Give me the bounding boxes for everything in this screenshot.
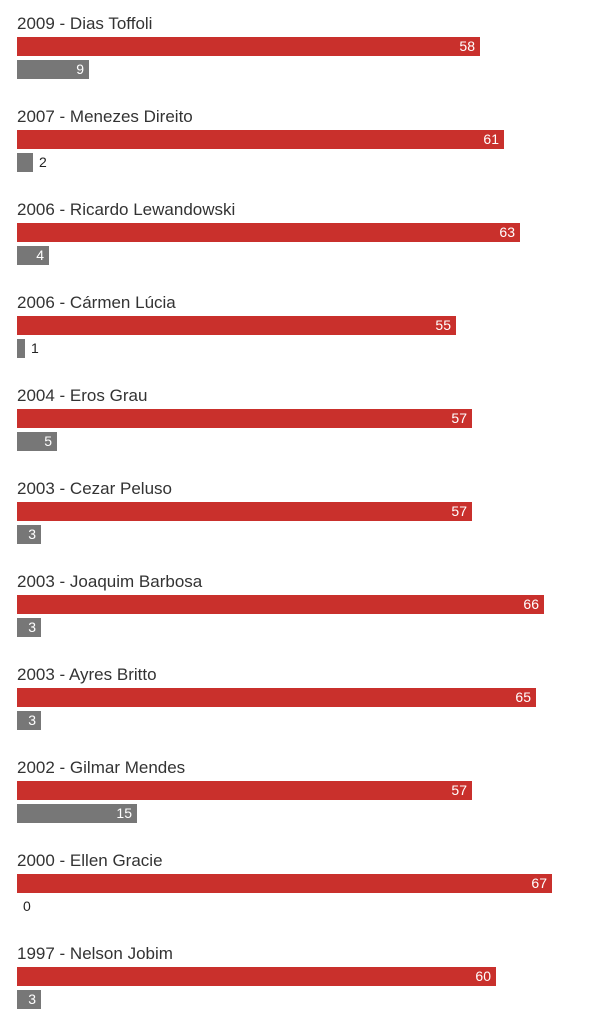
bar-series-1: 66 [17, 595, 544, 614]
category-label: 2004 - Eros Grau [17, 386, 148, 405]
bar-series-2: 1 [17, 339, 39, 358]
data-label: 3 [28, 991, 36, 1007]
bar-series-1: 57 [17, 502, 472, 521]
data-label: 65 [515, 689, 531, 705]
bar-group: 2000 - Ellen Gracie 67 0 [17, 851, 577, 921]
data-label: 2 [39, 154, 47, 170]
data-label: 5 [44, 433, 52, 449]
bar-series-2: 2 [17, 153, 47, 172]
data-label: 60 [475, 968, 491, 984]
bar-group: 2006 - Ricardo Lewandowski 63 4 [17, 200, 577, 270]
data-label: 55 [435, 317, 451, 333]
data-label: 57 [451, 410, 467, 426]
category-label: 2009 - Dias Toffoli [17, 14, 153, 33]
data-label: 3 [28, 712, 36, 728]
bar-group: 2002 - Gilmar Mendes 57 15 [17, 758, 577, 828]
bar-group: 2003 - Joaquim Barbosa 66 3 [17, 572, 577, 642]
bar-group: 2006 - Cármen Lúcia 55 1 [17, 293, 577, 363]
bar-series-1: 57 [17, 781, 472, 800]
data-label: 3 [28, 619, 36, 635]
data-label: 61 [483, 131, 499, 147]
bar-series-1: 61 [17, 130, 504, 149]
category-label: 2007 - Menezes Direito [17, 107, 193, 126]
bar-group: 2003 - Cezar Peluso 57 3 [17, 479, 577, 549]
bar-group: 2003 - Ayres Britto 65 3 [17, 665, 577, 735]
bar-series-1: 65 [17, 688, 536, 707]
bar-series-1: 55 [17, 316, 456, 335]
bar-series-2: 3 [17, 525, 41, 544]
category-label: 2006 - Cármen Lúcia [17, 293, 176, 312]
category-label: 2003 - Joaquim Barbosa [17, 572, 203, 591]
bar-series-2: 3 [17, 990, 41, 1009]
data-label: 15 [116, 805, 132, 821]
category-label: 2000 - Ellen Gracie [17, 851, 163, 870]
bar-group: 2007 - Menezes Direito 61 2 [17, 107, 577, 177]
category-label: 2003 - Ayres Britto [17, 665, 157, 684]
bar-series-1: 57 [17, 409, 472, 428]
data-label: 9 [76, 61, 84, 77]
data-label: 0 [23, 898, 31, 914]
bar-series-2: 3 [17, 711, 41, 730]
bar-series-1: 63 [17, 223, 520, 242]
category-label: 2002 - Gilmar Mendes [17, 758, 186, 777]
data-label: 66 [523, 596, 539, 612]
bar-series-2: 4 [17, 246, 49, 265]
bar-series-2: 3 [17, 618, 41, 637]
bar-group: 2004 - Eros Grau 57 5 [17, 386, 577, 456]
category-label: 1997 - Nelson Jobim [17, 944, 173, 963]
bar-series-2: 5 [17, 432, 57, 451]
bar-series-2: 15 [17, 804, 137, 823]
bar-series-1: 67 [17, 874, 552, 893]
data-label: 4 [36, 247, 44, 263]
bar-group: 1997 - Nelson Jobim 60 3 [17, 944, 577, 1014]
category-label: 2003 - Cezar Peluso [17, 479, 172, 498]
data-label: 63 [499, 224, 515, 240]
data-label: 1 [31, 340, 39, 356]
data-label: 3 [28, 526, 36, 542]
data-label: 57 [451, 503, 467, 519]
data-label: 67 [531, 875, 547, 891]
bar-group: 2009 - Dias Toffoli 58 9 [17, 14, 577, 84]
bar-series-2: 9 [17, 60, 89, 79]
category-label: 2006 - Ricardo Lewandowski [17, 200, 236, 219]
data-label: 57 [451, 782, 467, 798]
data-label: 58 [459, 38, 475, 54]
bar-series-1: 58 [17, 37, 480, 56]
bar-series-1: 60 [17, 967, 496, 986]
